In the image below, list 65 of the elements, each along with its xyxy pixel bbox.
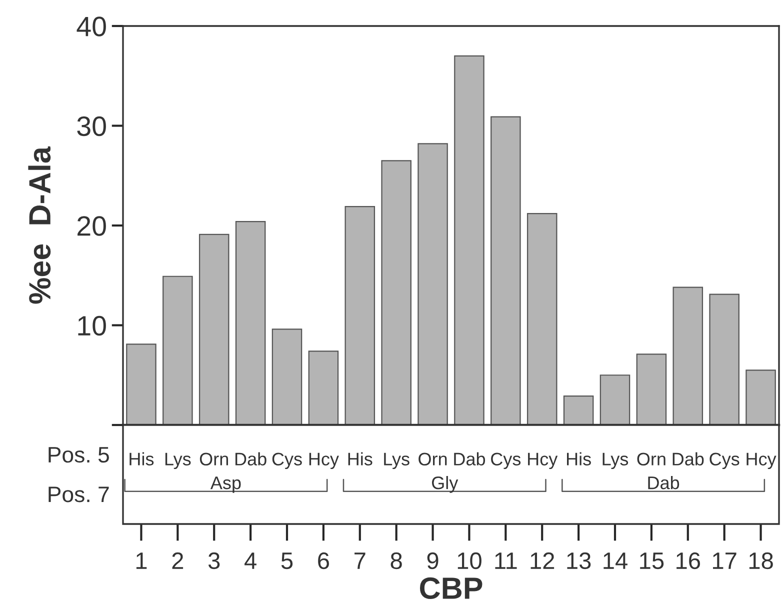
text: Cys: [710, 452, 740, 470]
x-tick-label: 14: [604, 552, 628, 569]
text: Cys: [491, 452, 521, 470]
bar: [344, 206, 376, 425]
x-tick-label: 18: [749, 552, 773, 570]
x-tick-label: 3: [208, 552, 220, 570]
text: Hcy: [309, 452, 339, 470]
bar: [526, 212, 558, 425]
bar: [418, 143, 448, 425]
text: Lys: [384, 452, 410, 470]
x-tick-label: 13: [567, 552, 591, 570]
x-axis-title: CBP: [420, 577, 482, 600]
bar: [454, 55, 484, 425]
x-tick-label: 8: [390, 552, 402, 570]
bar: [490, 116, 521, 425]
x-tick-label: 6: [318, 552, 329, 570]
bar: [636, 354, 667, 425]
text: His: [130, 452, 154, 466]
x-tick-label: 12: [530, 552, 554, 569]
bar: [746, 370, 776, 425]
x-tick-label: 7: [354, 552, 366, 569]
x-tick-label: 1: [136, 552, 147, 569]
text: Lys: [165, 452, 191, 470]
text: Hcy: [528, 452, 558, 470]
x-tick-label: 15: [640, 552, 664, 570]
x-tick-label: 17: [713, 552, 736, 569]
x-tick-label: 9: [427, 552, 438, 570]
text: Hcy: [746, 452, 776, 470]
y-tick-label: 20: [78, 216, 106, 236]
y-tick-label: 30: [77, 116, 106, 136]
bar: [381, 160, 412, 425]
text: Lys: [602, 452, 628, 470]
bar: [308, 350, 339, 425]
y-tick-label: 10: [78, 316, 106, 336]
y-axis-title: %ee D-Ala: [28, 146, 51, 304]
x-tick-label: 16: [676, 552, 700, 570]
bar: [126, 344, 156, 425]
text: Orn: [637, 452, 666, 466]
text: Asp: [210, 476, 241, 493]
x-tick-label: 11: [495, 552, 517, 569]
text: Dab: [648, 476, 680, 490]
text: Pos. 5: [48, 447, 109, 463]
text: Orn: [418, 452, 447, 466]
bar: [235, 220, 266, 425]
text: His: [348, 452, 372, 466]
bar: [198, 234, 230, 425]
text: Gly: [432, 476, 458, 493]
x-tick-label: 4: [244, 552, 256, 569]
bar: [563, 396, 594, 425]
bar: [672, 286, 704, 425]
bar: [600, 374, 630, 425]
text: His: [566, 452, 591, 466]
bar: [272, 328, 302, 425]
text: Orn: [200, 452, 228, 466]
x-tick-label: 5: [281, 552, 293, 570]
text: Dab: [454, 452, 486, 466]
text: Cys: [272, 452, 302, 470]
text: Dab: [235, 452, 266, 466]
x-tick-label: 10: [458, 552, 482, 570]
bar: [709, 294, 740, 425]
x-tick-label: 2: [172, 552, 184, 569]
y-tick-label: 40: [76, 16, 106, 36]
text: Pos. 7: [48, 486, 109, 502]
text: Dab: [672, 452, 704, 466]
bar: [162, 276, 193, 425]
